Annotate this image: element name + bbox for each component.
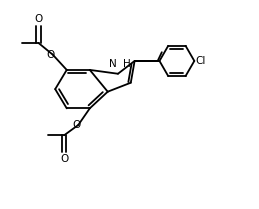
Text: H: H xyxy=(123,59,130,69)
Text: O: O xyxy=(60,154,68,164)
Text: O: O xyxy=(34,14,43,24)
Text: O: O xyxy=(46,50,55,60)
Text: O: O xyxy=(72,120,80,130)
Text: N: N xyxy=(109,59,117,69)
Text: Cl: Cl xyxy=(196,56,206,66)
